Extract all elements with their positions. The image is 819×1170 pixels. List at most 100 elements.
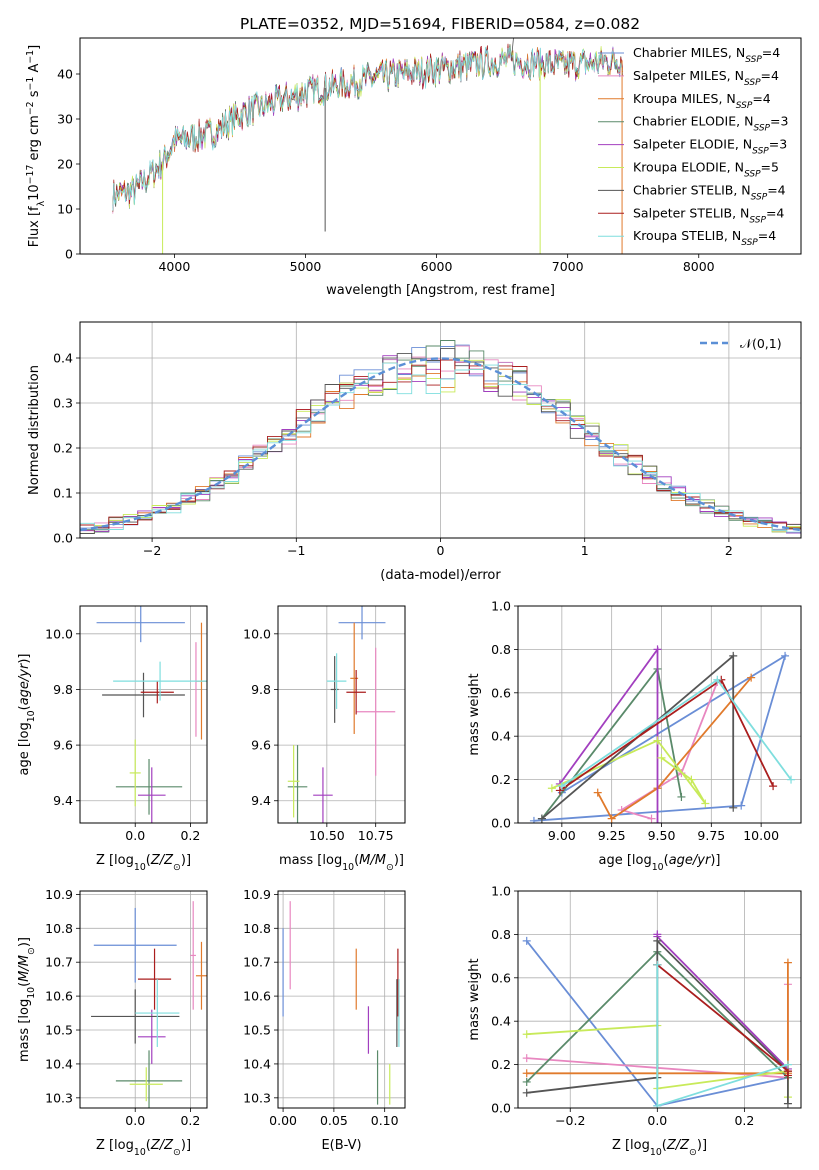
y-tick-label: 10.8 xyxy=(243,921,271,936)
legend: Chabrier MILES, NSSP=4 Salpeter MILES, NS… xyxy=(598,45,788,248)
legend-label: 𝒩(0,1) xyxy=(740,336,782,351)
x-tick-label: 10.75 xyxy=(358,828,394,843)
x-tick-label: 0.2 xyxy=(180,828,200,843)
y-axis-label: mass [log10(M/M⊙)] xyxy=(17,937,37,1062)
y-axis-label: Normed distribution xyxy=(27,365,42,495)
weight-line xyxy=(533,653,787,822)
axes-frame xyxy=(517,605,802,824)
weight_vs_age-plot-area xyxy=(529,645,796,823)
x-tick-label: 6000 xyxy=(421,259,453,274)
y-tick-label: 0.6 xyxy=(491,970,511,985)
y-tick-label: 0.4 xyxy=(491,729,511,744)
weight-marker xyxy=(737,801,746,810)
x-tick-label: 10.00 xyxy=(743,828,779,843)
spectrum-spike xyxy=(510,38,514,61)
x-tick-label: 9.50 xyxy=(648,828,676,843)
y-axis-label: Flux [fλ10−17 erg cm−2 s−1 A−1] xyxy=(25,45,47,247)
y-tick-label: 0.8 xyxy=(491,927,511,942)
weight-marker xyxy=(537,814,546,823)
x-tick-label: 0.2 xyxy=(180,1113,200,1128)
weight-marker xyxy=(653,936,662,945)
weight-marker xyxy=(547,784,556,793)
weight_vs_Z-plot-area xyxy=(522,930,792,1108)
x-tick-label: 9.25 xyxy=(598,828,626,843)
weight-marker xyxy=(657,753,666,762)
age_vs_mass-plot-area xyxy=(287,606,396,823)
histogram-series xyxy=(80,344,801,534)
y-tick-label: 0.2 xyxy=(491,1057,511,1072)
y-axis-label: mass weight xyxy=(467,958,482,1040)
y-tick-label: 10 xyxy=(57,202,73,217)
weight_vs_age-axes: 9.00 9.25 9.50 9.75 10.00 0.0 0.2 0.4 0.6 0.8 1.0 a… xyxy=(467,599,802,873)
y-tick-label: 0 xyxy=(65,247,73,262)
weight-marker xyxy=(653,960,662,969)
axes-frame xyxy=(517,890,802,1109)
weight-marker xyxy=(747,673,756,682)
y-tick-label: 10.7 xyxy=(45,955,73,970)
x-axis-label: mass [log10(M/M⊙)] xyxy=(279,853,404,873)
x-tick-label: 4000 xyxy=(158,259,190,274)
weight-marker xyxy=(522,936,531,945)
y-tick-label: 1.0 xyxy=(491,884,511,899)
legend-label: Chabrier ELODIE, NSSP=3 xyxy=(633,114,788,134)
legend-label: Kroupa STELIB, NSSP=4 xyxy=(633,228,776,248)
x-tick-label: 5000 xyxy=(290,259,322,274)
x-tick-label: −1 xyxy=(287,543,305,558)
y-tick-label: 0.6 xyxy=(491,685,511,700)
weight-marker xyxy=(787,775,796,784)
axes-frame xyxy=(79,321,802,539)
x-tick-label: 7000 xyxy=(552,259,584,274)
axes-frame xyxy=(79,890,208,1109)
weight-line xyxy=(656,934,789,1070)
axes-frame xyxy=(277,890,406,1109)
y-tick-label: 0.2 xyxy=(53,441,73,456)
x-axis-label: Z [log10(Z/Z⊙)] xyxy=(612,1138,707,1158)
spectrum-axes: 4000 5000 6000 7000 8000 0 10 20 30 40 wavelength … xyxy=(25,37,802,298)
y-tick-label: 10.0 xyxy=(243,626,271,641)
weight-marker xyxy=(783,1071,792,1080)
x-tick-label: 0.00 xyxy=(269,1113,297,1128)
y-tick-label: 10.8 xyxy=(45,921,73,936)
residuals-axes: −2 −1 0 1 2 0.0 0.1 0.2 0.3 0.4 𝒩(0,1) (data-model)… xyxy=(27,321,802,583)
mass_vs_ebv-plot-area xyxy=(282,901,400,1105)
y-tick-label: 0.4 xyxy=(491,1014,511,1029)
weight-marker xyxy=(557,782,566,791)
histogram-series xyxy=(80,359,801,530)
x-axis-label: (data-model)/error xyxy=(380,568,501,583)
age_vs_mass-axes: 10.50 10.75 9.4 9.6 9.8 10.0 mass [log10(M/M⊙)… xyxy=(243,605,406,873)
x-tick-label: 0.05 xyxy=(320,1113,348,1128)
x-axis-label: wavelength [Angstrom, rest frame] xyxy=(326,283,555,298)
weight-marker xyxy=(729,803,738,812)
weight-marker xyxy=(677,792,686,801)
histogram-series xyxy=(80,348,801,534)
weight-marker xyxy=(607,814,616,823)
y-tick-label: 9.8 xyxy=(53,682,73,697)
x-tick-label: 8000 xyxy=(683,259,715,274)
residuals-plot-area xyxy=(80,340,801,534)
weight-line xyxy=(551,739,707,805)
x-tick-label: 0 xyxy=(437,543,445,558)
x-tick-label: 0.2 xyxy=(734,1113,754,1128)
weight-marker xyxy=(783,1099,792,1108)
y-axis-label: age [log10(age/yr)] xyxy=(17,653,37,775)
weight-line xyxy=(656,964,789,1108)
y-tick-label: 10.9 xyxy=(243,887,271,902)
legend-label: Kroupa ELODIE, NSSP=5 xyxy=(633,160,779,180)
y-tick-label: 10.3 xyxy=(243,1090,271,1105)
y-tick-label: 30 xyxy=(57,112,73,127)
weight-marker xyxy=(781,651,790,660)
y-tick-label: 9.4 xyxy=(53,793,73,808)
x-tick-label: 0.0 xyxy=(647,1113,667,1128)
y-tick-label: 40 xyxy=(57,67,73,82)
legend-label: Salpeter ELODIE, NSSP=3 xyxy=(633,137,787,157)
y-tick-label: 0.2 xyxy=(491,772,511,787)
age_vs_Z-axes: 0.0 0.2 9.4 9.6 9.8 10.0 Z [log10(Z/Z⊙)] age [l… xyxy=(17,605,208,873)
y-tick-label: 10.9 xyxy=(45,887,73,902)
weight-marker xyxy=(522,1054,531,1063)
legend-label: Chabrier MILES, NSSP=4 xyxy=(633,45,780,65)
y-tick-label: 9.6 xyxy=(53,738,73,753)
y-tick-label: 1.0 xyxy=(491,599,511,614)
x-tick-label: 0.10 xyxy=(371,1113,399,1128)
y-tick-label: 9.6 xyxy=(251,738,271,753)
